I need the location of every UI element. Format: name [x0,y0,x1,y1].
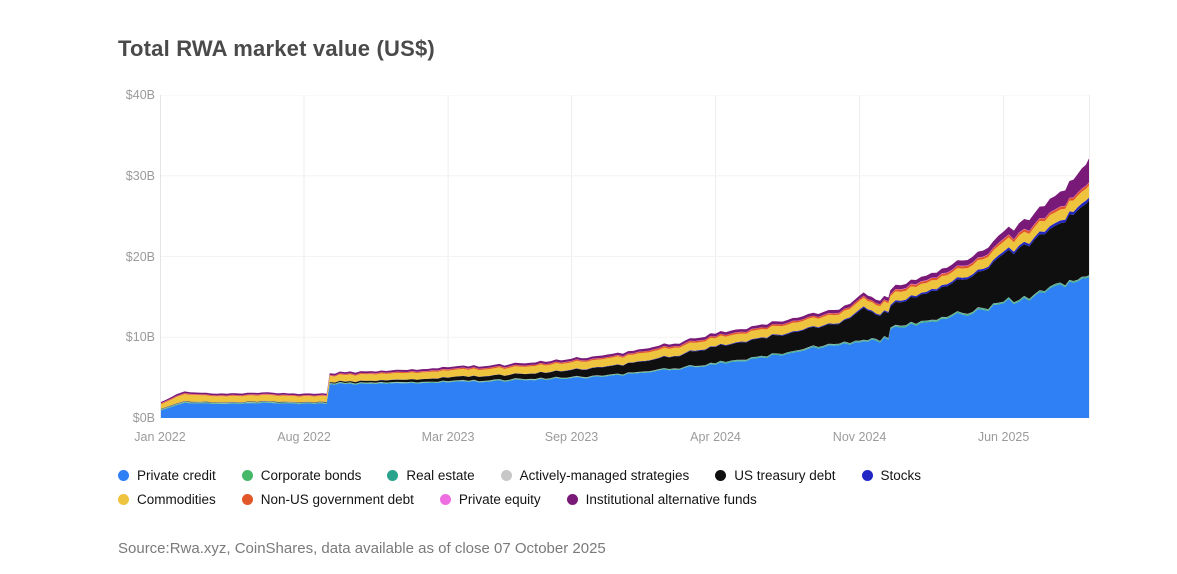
legend-dot-icon [387,470,399,481]
chart-title: Total RWA market value (US$) [118,36,435,61]
legend-item: Actively-managed strategies [500,468,690,483]
legend-item: Institutional alternative funds [566,492,757,507]
legend-item: US treasury debt [715,468,836,483]
legend-label: Institutional alternative funds [585,492,757,507]
legend-dot-icon [715,470,727,481]
legend-label: Actively-managed strategies [519,468,690,483]
legend-label: Non-US government debt [260,492,414,507]
legend-item: Non-US government debt [241,492,414,507]
legend-row: Private credit Corporate bonds Real estate… [118,468,921,483]
legend-dot-icon [118,470,129,481]
legend-label: Commodities [137,492,216,507]
x-axis-label: Nov 2024 [832,430,887,444]
legend-item: Stocks [861,468,922,483]
y-axis-label: $0B [132,411,155,425]
legend-item: Private credit [118,468,216,483]
legend-dot-icon [241,470,253,481]
y-axis-label: $40B [125,88,155,102]
y-axis-label: $10B [125,330,155,345]
x-axis-label: Mar 2023 [421,430,475,444]
legend-label: Real estate [406,468,475,483]
legend-dot-icon [241,494,253,505]
legend-dot-icon [566,494,578,505]
legend: Private credit Corporate bonds Real estate… [118,468,921,507]
legend-label: Stocks [880,468,922,483]
x-axis-label: Apr 2024 [690,430,741,444]
x-axis-label: Jan 2022 [134,430,186,444]
legend-row: Commodities Non-US government debt Private… [118,492,921,507]
legend-dot-icon [439,494,451,505]
legend-label: Private equity [458,492,541,507]
legend-label: Private credit [137,468,216,483]
legend-item: Private equity [439,492,541,507]
y-axis-label: $30B [125,168,155,183]
legend-label: Corporate bonds [260,468,362,483]
legend-dot-icon [118,494,129,505]
legend-dot-icon [861,470,873,481]
legend-item: Real estate [387,468,475,483]
legend-label: US treasury debt [734,468,836,483]
stacked-area-plot [160,95,1090,418]
x-axis-label: Aug 2022 [277,430,331,444]
legend-item: Corporate bonds [241,468,362,483]
legend-dot-icon [500,470,512,481]
x-axis-label: Sep 2023 [544,430,599,444]
y-axis-label: $20B [125,249,155,264]
legend-item: Commodities [118,492,216,507]
plot-area [160,95,1090,418]
x-axis-label: Jun 2025 [977,430,1030,444]
source-note: Source:Rwa.xyz, CoinShares, data availab… [118,540,606,557]
